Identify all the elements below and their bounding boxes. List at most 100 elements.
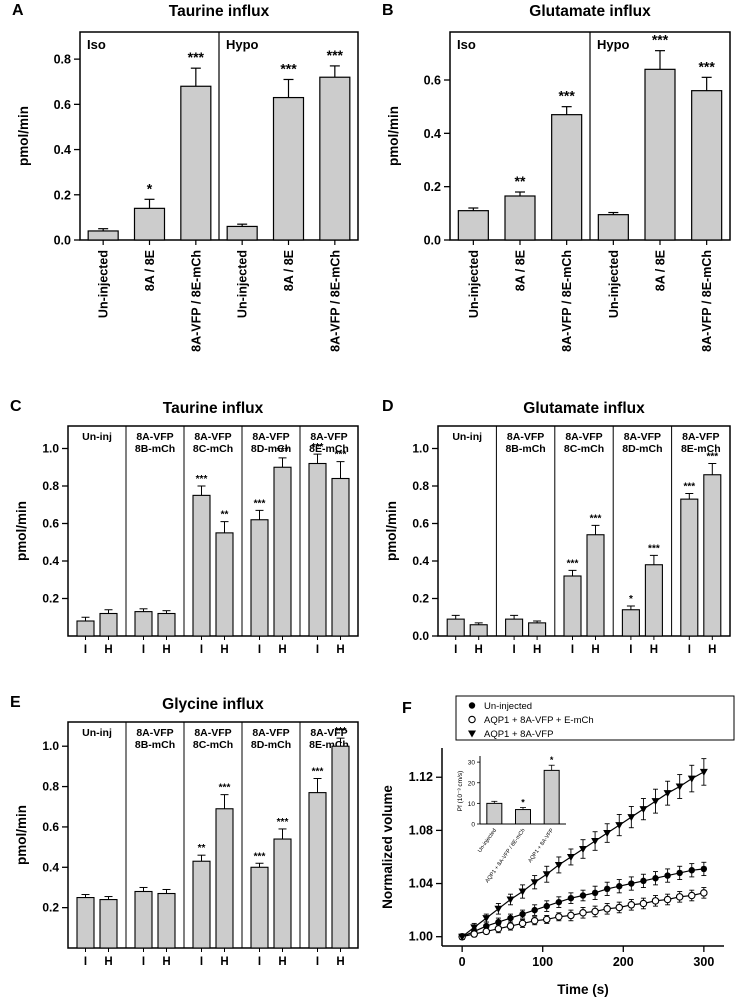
svg-text:H: H xyxy=(278,644,286,656)
svg-text:H: H xyxy=(104,644,112,656)
panel-letter-d: D xyxy=(382,398,394,415)
svg-text:I: I xyxy=(629,644,632,656)
svg-text:0.8: 0.8 xyxy=(412,479,429,493)
svg-text:***: *** xyxy=(188,49,205,65)
panel-e-glycine-influx-bar-chart: 0.2 0.4 0.6 0.8 1.0 pmol/min Un-inj I H 8A-VFP 8B-… xyxy=(6,694,368,1002)
svg-text:8A / 8E: 8A / 8E xyxy=(654,250,668,291)
svg-text:I: I xyxy=(142,644,145,656)
svg-text:H: H xyxy=(475,644,483,656)
svg-text:Un-inj: Un-inj xyxy=(452,431,482,443)
svg-text:***: *** xyxy=(327,47,344,63)
svg-text:I: I xyxy=(316,644,319,656)
panel-b-glutamate-influx-bar-chart: 0.0 0.2 0.4 0.6 pmol/min Iso Un-injected ** 8A /… xyxy=(376,2,740,396)
svg-text:8A-VFP: 8A-VFP xyxy=(194,727,231,739)
svg-text:pmol/min: pmol/min xyxy=(14,501,29,561)
svg-text:*: * xyxy=(550,755,554,765)
panel-a-taurine-influx-bar-chart: 0.0 0.2 0.4 0.6 0.8 pmol/min Iso Un-injected * 8A… xyxy=(6,2,368,396)
panel-title-c: Taurine influx xyxy=(162,400,264,417)
svg-text:8A / 8E: 8A / 8E xyxy=(143,250,157,291)
svg-text:***: *** xyxy=(567,558,579,569)
svg-text:I: I xyxy=(571,644,574,656)
svg-text:8C-mCh: 8C-mCh xyxy=(193,739,233,751)
svg-text:8A-VFP: 8A-VFP xyxy=(565,431,602,443)
panel-letter-c: C xyxy=(10,398,22,415)
svg-text:H: H xyxy=(336,956,344,968)
svg-text:10: 10 xyxy=(468,801,476,808)
svg-text:H: H xyxy=(708,644,716,656)
svg-text:I: I xyxy=(200,644,203,656)
svg-text:I: I xyxy=(84,644,87,656)
svg-text:pmol/min: pmol/min xyxy=(384,501,399,561)
svg-text:8A-VFP / 8E-mCh: 8A-VFP / 8E-mCh xyxy=(560,250,574,352)
panel-title-e: Glycine influx xyxy=(162,696,264,713)
svg-text:1.08: 1.08 xyxy=(409,823,433,837)
svg-text:8A-VFP: 8A-VFP xyxy=(194,431,231,443)
panel-f-normalized-volume-line-chart: 0 100 200 300 1.00 1.04 1.08 1.12 Time (s) Normal… xyxy=(376,694,740,1002)
svg-text:H: H xyxy=(162,644,170,656)
svg-text:0.0: 0.0 xyxy=(424,234,441,248)
svg-text:0.2: 0.2 xyxy=(412,592,429,606)
svg-text:0.2: 0.2 xyxy=(54,188,71,202)
svg-text:1.04: 1.04 xyxy=(409,877,433,891)
svg-text:0.6: 0.6 xyxy=(424,74,441,88)
svg-text:H: H xyxy=(162,956,170,968)
svg-text:0.6: 0.6 xyxy=(54,98,71,112)
svg-text:I: I xyxy=(84,956,87,968)
svg-text:I: I xyxy=(688,644,691,656)
svg-text:100: 100 xyxy=(532,955,553,969)
svg-text:200: 200 xyxy=(613,955,634,969)
svg-text:0: 0 xyxy=(459,955,466,969)
svg-text:1.12: 1.12 xyxy=(409,770,433,784)
svg-text:I: I xyxy=(258,644,261,656)
svg-text:8C-mCh: 8C-mCh xyxy=(564,443,604,455)
svg-text:0.8: 0.8 xyxy=(54,53,71,67)
panel-c-taurine-influx-bar-chart: 0.2 0.4 0.6 0.8 1.0 pmol/min Un-inj I H 8A-VFP 8B-… xyxy=(6,398,368,690)
svg-text:***: *** xyxy=(312,767,324,778)
svg-text:8A-VFP: 8A-VFP xyxy=(136,727,173,739)
svg-text:AQP1 + 8A-VFP: AQP1 + 8A-VFP xyxy=(484,729,553,740)
panel-letter-f: F xyxy=(402,700,412,717)
svg-text:0.2: 0.2 xyxy=(424,180,441,194)
svg-text:8B-mCh: 8B-mCh xyxy=(505,443,545,455)
svg-text:I: I xyxy=(512,644,515,656)
svg-text:pmol/min: pmol/min xyxy=(386,106,401,166)
svg-text:H: H xyxy=(591,644,599,656)
svg-text:***: *** xyxy=(254,851,266,862)
svg-text:30: 30 xyxy=(468,760,476,767)
svg-text:**: ** xyxy=(515,173,526,189)
svg-text:***: *** xyxy=(335,726,347,737)
svg-text:0.6: 0.6 xyxy=(42,820,59,834)
svg-text:Hypo: Hypo xyxy=(597,37,630,52)
svg-text:0.4: 0.4 xyxy=(42,554,59,568)
svg-text:300: 300 xyxy=(693,955,714,969)
svg-text:8A-VFP: 8A-VFP xyxy=(310,727,347,739)
panel-letter-a: A xyxy=(12,2,24,19)
svg-text:0.4: 0.4 xyxy=(424,127,441,141)
svg-text:Un-injected: Un-injected xyxy=(467,250,481,318)
svg-text:AQP1 + 8A-VFP + E-mCh: AQP1 + 8A-VFP + E-mCh xyxy=(484,715,594,726)
svg-text:0.4: 0.4 xyxy=(54,143,71,157)
svg-text:0.4: 0.4 xyxy=(42,860,59,874)
svg-text:***: *** xyxy=(683,482,695,493)
svg-text:***: *** xyxy=(590,513,602,524)
svg-text:***: *** xyxy=(196,474,208,485)
svg-text:Un-injected: Un-injected xyxy=(484,701,532,712)
svg-text:***: *** xyxy=(254,498,266,509)
svg-text:Un-injected: Un-injected xyxy=(236,250,250,318)
svg-text:*: * xyxy=(629,594,633,605)
svg-text:0.8: 0.8 xyxy=(42,479,59,493)
svg-text:I: I xyxy=(200,956,203,968)
panel-letter-e: E xyxy=(10,694,21,711)
svg-text:8A-VFP: 8A-VFP xyxy=(507,431,544,443)
svg-text:I: I xyxy=(142,956,145,968)
svg-text:8D-mCh: 8D-mCh xyxy=(622,443,662,455)
svg-text:H: H xyxy=(220,644,228,656)
panel-letter-b: B xyxy=(382,2,394,19)
svg-text:0.2: 0.2 xyxy=(42,592,59,606)
svg-text:**: ** xyxy=(221,510,229,521)
svg-text:0.0: 0.0 xyxy=(412,629,429,643)
svg-text:1.0: 1.0 xyxy=(42,442,59,456)
svg-text:*: * xyxy=(521,798,525,808)
svg-text:8A-VFP: 8A-VFP xyxy=(136,431,173,443)
